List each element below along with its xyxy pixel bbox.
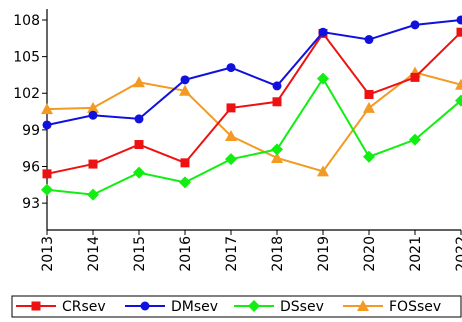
- data-point-DMsev: [134, 114, 144, 124]
- legend-marker: [31, 301, 41, 311]
- data-point-CRsev: [456, 27, 462, 37]
- data-point-CRsev: [226, 103, 236, 113]
- series-line-DMsev: [46, 18, 462, 126]
- legend-label: CRsev: [62, 299, 106, 315]
- legend-label: DMsev: [171, 299, 218, 315]
- data-point-FOSsev: [41, 103, 53, 115]
- legend: CRsev DMsev DSsev FOSsev: [11, 295, 462, 318]
- data-point-CRsev: [42, 169, 52, 179]
- y-tick-label: 96: [22, 160, 40, 176]
- data-point-DSsev: [87, 188, 99, 201]
- x-tick-label: 2013: [40, 236, 56, 272]
- data-point-DMsev: [180, 75, 190, 85]
- data-point-DMsev: [410, 20, 420, 30]
- data-point-CRsev: [180, 158, 190, 168]
- x-tick-label: 2016: [178, 236, 194, 272]
- data-point-FOSsev: [225, 129, 237, 141]
- data-point-CRsev: [134, 140, 144, 150]
- data-point-CRsev: [410, 72, 420, 82]
- data-point-DMsev: [226, 63, 236, 73]
- y-axis: 93 96 99 102 105 108: [13, 13, 47, 212]
- data-point-DSsev: [363, 150, 375, 163]
- data-point-FOSsev: [271, 151, 283, 163]
- series-line-DSsev: [46, 76, 462, 196]
- data-point-FOSsev: [133, 76, 145, 88]
- y-tick-label: 93: [22, 196, 40, 212]
- x-tick-label: 2022: [454, 236, 462, 272]
- legend-marker: [140, 301, 150, 311]
- x-tick-label: 2017: [224, 236, 240, 272]
- series-line-CRsev: [46, 31, 462, 175]
- series-DMsev: [42, 15, 462, 130]
- data-point-DSsev: [317, 72, 329, 85]
- legend-item-DMsev: DMsev: [125, 299, 218, 315]
- data-point-DMsev: [88, 110, 98, 120]
- x-tick-label: 2021: [408, 236, 424, 272]
- x-tick-label: 2020: [362, 236, 378, 272]
- data-point-DSsev: [409, 133, 421, 146]
- data-point-DMsev: [456, 15, 462, 25]
- legend-label: FOSsev: [389, 299, 441, 315]
- data-point-DMsev: [364, 35, 374, 45]
- data-point-DMsev: [272, 81, 282, 91]
- data-point-FOSsev: [363, 101, 375, 113]
- data-point-DMsev: [42, 120, 52, 130]
- legend-item-DSsev: DSsev: [234, 299, 324, 315]
- data-point-CRsev: [364, 89, 374, 99]
- series-line-FOSsev: [46, 71, 462, 173]
- data-point-DSsev: [271, 143, 283, 156]
- legend-marker: [248, 300, 260, 312]
- legend-label: DSsev: [280, 299, 324, 315]
- x-axis: 2013 2014 2015 2016 2017 2018 2019 2020 2021 2022: [40, 230, 462, 272]
- y-tick-label: 102: [13, 86, 40, 102]
- plot-frame: [46, 9, 461, 231]
- data-point-DSsev: [179, 176, 191, 189]
- data-point-FOSsev: [455, 78, 462, 90]
- x-tick-label: 2019: [316, 236, 332, 272]
- data-point-DSsev: [455, 94, 462, 107]
- series-CRsev: [42, 27, 462, 179]
- data-point-DMsev: [318, 27, 328, 37]
- series-DSsev: [41, 72, 462, 201]
- legend-item-FOSsev: FOSsev: [343, 299, 441, 315]
- x-tick-label: 2015: [132, 236, 148, 272]
- data-point-CRsev: [272, 97, 282, 107]
- data-point-DSsev: [41, 183, 53, 196]
- legend-marker: [357, 300, 369, 311]
- x-tick-label: 2018: [270, 236, 286, 272]
- data-point-FOSsev: [317, 165, 329, 177]
- data-point-FOSsev: [87, 101, 99, 113]
- data-point-DSsev: [225, 153, 237, 166]
- data-point-CRsev: [88, 159, 98, 169]
- y-tick-label: 99: [22, 123, 40, 139]
- data-point-DSsev: [133, 166, 145, 179]
- y-tick-label: 108: [13, 13, 40, 29]
- series-layer: [41, 15, 462, 201]
- y-tick-label: 105: [13, 50, 40, 66]
- legend-item-CRsev: CRsev: [16, 299, 106, 315]
- data-point-FOSsev: [179, 84, 191, 96]
- x-tick-label: 2014: [86, 236, 102, 272]
